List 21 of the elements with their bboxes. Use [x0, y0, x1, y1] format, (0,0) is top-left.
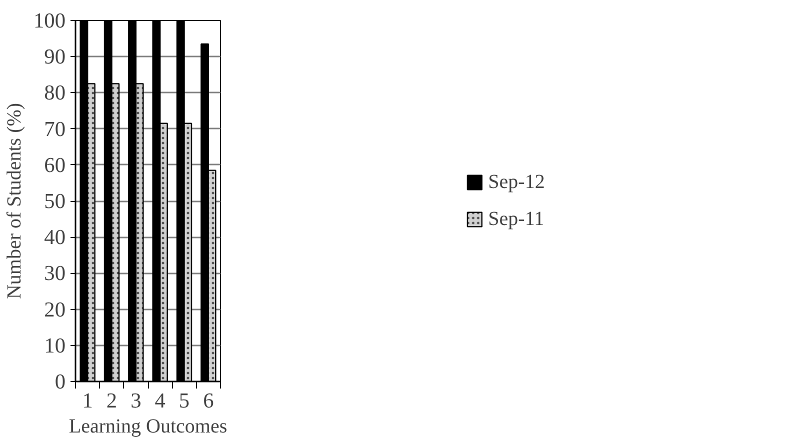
- y-tick-label: 30: [44, 261, 66, 286]
- x-tick-label: 2: [106, 388, 118, 412]
- y-tick-label: 40: [44, 225, 66, 250]
- y-tick-label: 0: [54, 370, 66, 394]
- y-tick-label: 20: [44, 297, 66, 322]
- y-tick-label: 50: [44, 189, 66, 213]
- legend-label: Sep-12: [488, 170, 545, 194]
- x-tick-label: 5: [178, 388, 190, 412]
- y-tick-label: 10: [44, 333, 66, 358]
- y-tick-label: 80: [44, 80, 66, 105]
- x-axis-title: Learning Outcomes: [68, 416, 228, 438]
- y-tick-label: 60: [44, 152, 66, 177]
- x-tick-label: 4: [154, 388, 166, 412]
- y-tick-label: 70: [44, 116, 66, 141]
- x-tick-label: 6: [203, 388, 214, 412]
- legend-label: Sep-11: [488, 208, 544, 230]
- y-tick-label: 100: [34, 8, 66, 32]
- y-axis-title: Number of Students (%): [4, 102, 26, 300]
- y-tick-label: 90: [44, 44, 66, 69]
- x-tick-label: 3: [130, 388, 142, 412]
- x-tick-label: 1: [82, 388, 93, 412]
